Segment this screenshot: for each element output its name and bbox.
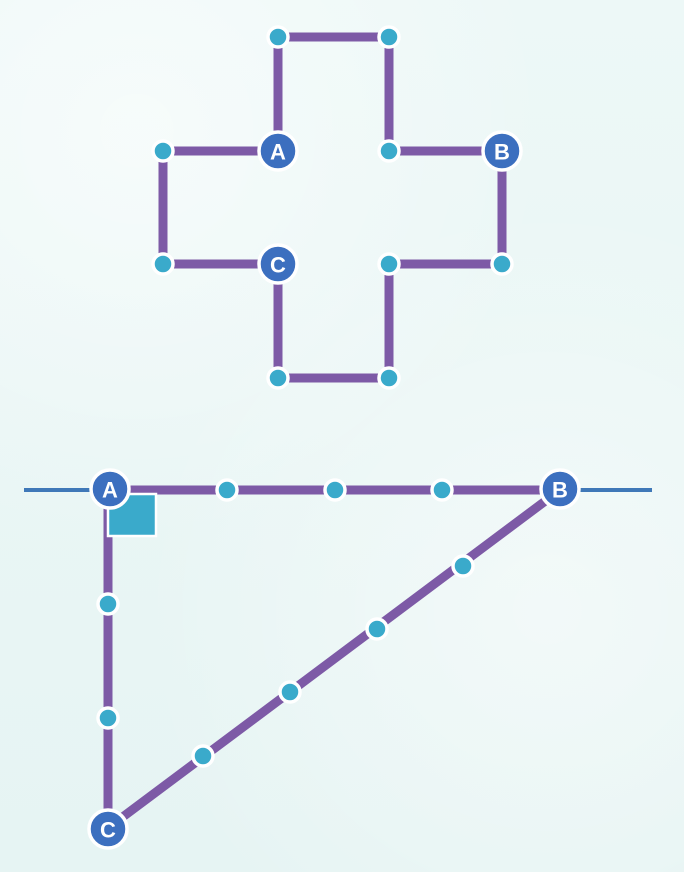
triangle-segment-dot	[365, 617, 389, 641]
triangle-segment-dot	[96, 592, 120, 616]
cross-vertex-c-label: C	[270, 253, 286, 278]
triangle-vertex-a-circle	[89, 468, 131, 510]
cross-corner-dot	[377, 25, 401, 49]
cross-vertex-b-label: B	[494, 140, 510, 165]
triangle-vertex-b: B	[539, 468, 581, 510]
cross-vertex-c-circle	[257, 243, 299, 285]
cross-vertex-a-label: A	[270, 140, 286, 165]
triangle-vertex-c: C	[87, 808, 129, 850]
cross-corner-dot	[151, 252, 175, 276]
cross-figure: A B C	[151, 25, 523, 390]
triangle-segment-dot	[430, 478, 454, 502]
triangle-segment-dot	[96, 706, 120, 730]
cross-corner-dot	[266, 366, 290, 390]
cross-corner-dot	[266, 25, 290, 49]
triangle-segment-dot	[451, 554, 475, 578]
cross-vertex-b-circle	[481, 130, 523, 172]
triangle-segment-dot	[278, 680, 302, 704]
cross-corner-dot	[490, 252, 514, 276]
triangle-segment-dot	[323, 478, 347, 502]
triangle-segment-dot	[215, 478, 239, 502]
triangle-vertex-b-label: B	[552, 478, 568, 503]
triangle-vertex-a: A	[89, 468, 131, 510]
triangle-vertex-c-circle	[87, 808, 129, 850]
cross-corner-dot	[377, 139, 401, 163]
triangle-vertex-c-label: C	[100, 818, 116, 843]
cross-vertex-c: C	[257, 243, 299, 285]
cross-vertex-a-circle	[257, 130, 299, 172]
cross-corner-dot	[151, 139, 175, 163]
cross-vertex-b: B	[481, 130, 523, 172]
cross-corner-dot	[377, 366, 401, 390]
triangle-vertex-a-label: A	[102, 478, 118, 503]
cross-corner-dot	[377, 252, 401, 276]
triangle-segment-dot	[191, 744, 215, 768]
cross-vertex-a: A	[257, 130, 299, 172]
triangle-figure: A B C	[24, 468, 652, 850]
triangle-vertex-b-circle	[539, 468, 581, 510]
triangle-edge-bc	[101, 483, 567, 835]
